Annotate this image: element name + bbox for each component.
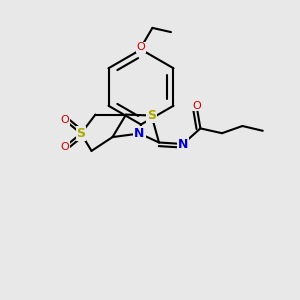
Text: O: O xyxy=(192,100,201,111)
Text: O: O xyxy=(60,115,69,125)
Text: S: S xyxy=(76,127,85,140)
Text: N: N xyxy=(178,137,188,151)
Text: N: N xyxy=(134,127,145,140)
Text: O: O xyxy=(60,142,69,152)
Text: S: S xyxy=(147,109,156,122)
Text: O: O xyxy=(136,42,146,52)
